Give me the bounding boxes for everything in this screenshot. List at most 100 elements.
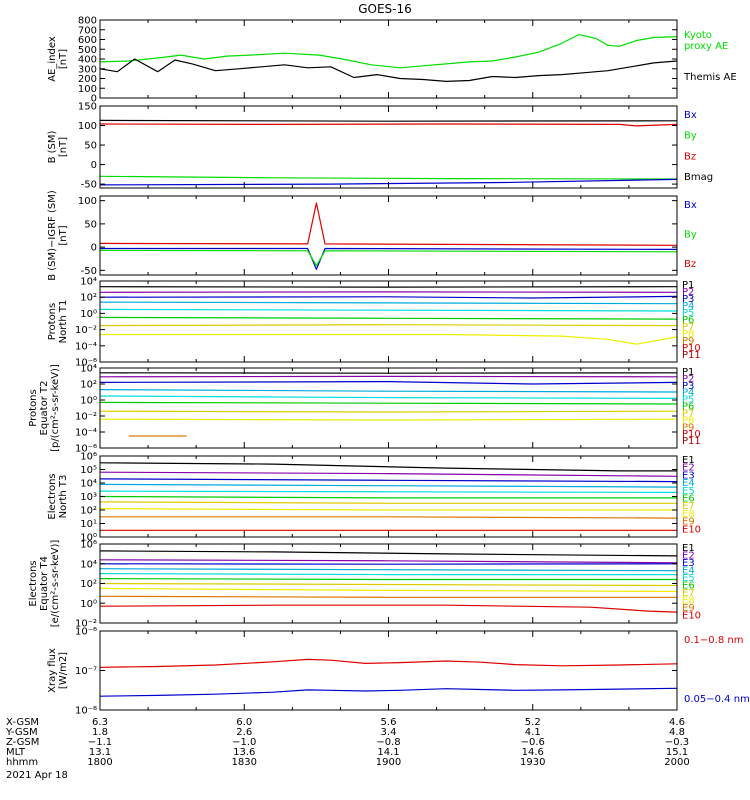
x-axis-value: 2.6 <box>236 727 252 738</box>
legend-label: E3 <box>682 470 695 481</box>
panel-7: 10⁶ 10⁴ 10² 10⁰ 10⁻² Electrons Equator T4 [e/(c… <box>28 540 701 630</box>
panel-frame <box>99 19 678 99</box>
legend-label: P2 <box>682 374 694 385</box>
legend-label: E8 <box>682 509 695 520</box>
trace-6-9 <box>100 516 678 519</box>
x-axis-value: 6.3 <box>92 717 108 728</box>
y-tick-label: -50 <box>81 180 97 191</box>
trace-7-10 <box>99 604 678 613</box>
trace-7-7 <box>99 582 678 587</box>
legend-label: E7 <box>682 588 695 599</box>
y-tick-label: 100 <box>78 196 97 207</box>
x-axis-value: −1.1 <box>88 737 112 748</box>
trace-3-1 <box>100 247 678 270</box>
x-axis-value: 13.6 <box>233 747 255 758</box>
panel-frame <box>99 195 678 276</box>
x-axis-value: 14.6 <box>522 747 544 758</box>
legend-label: E1 <box>682 543 695 554</box>
trace-8-2 <box>99 687 678 697</box>
y-tick-label: 10⁻⁴ <box>75 428 97 439</box>
legend-label: E8 <box>682 596 695 607</box>
y-axis-label: Electrons <box>47 473 58 519</box>
trace-7-4 <box>99 568 678 572</box>
legend-label: E4 <box>682 478 695 489</box>
y-tick-label: 10¹ <box>80 519 97 530</box>
legend-label: P9 <box>682 336 694 347</box>
x-axis-value: 5.6 <box>381 717 397 728</box>
legend-label: E5 <box>682 486 695 497</box>
y-tick-label: 0 <box>91 94 97 105</box>
x-axis-row-label: Y-GSM <box>5 727 38 738</box>
legend-label: P9 <box>682 422 694 433</box>
panel-8: 10⁻⁶ 10⁻⁷ 10⁻⁸ Xray flux [W/m2] 0.1−0.8 nm 0.0… <box>47 627 750 717</box>
trace-4-7 <box>99 324 678 327</box>
chart-title: GOES-16 <box>358 2 412 16</box>
legend-label: Themis AE <box>683 72 737 83</box>
trace-7-6 <box>99 577 677 581</box>
x-axis-value: −0.8 <box>376 737 400 748</box>
x-axis-value: −1.0 <box>232 737 256 748</box>
legend-label: E2 <box>682 463 695 474</box>
legend-label: P10 <box>682 429 701 440</box>
panel-frame <box>99 630 678 711</box>
panel-6: 10⁶ 10⁵ 10⁴ 10³ 10² 10¹ 10⁰ Electrons North T3 E1… <box>47 452 701 544</box>
y-tick-label: -50 <box>81 266 97 277</box>
trace-7-1 <box>99 550 678 557</box>
legend-label: E10 <box>682 611 701 622</box>
legend-label: P7 <box>682 322 694 333</box>
panel-3: -50 0 50 100 B (SM)−IGRF (SM) [nT] Bx By Bz <box>47 190 697 281</box>
legend-label: By <box>684 230 697 241</box>
y-axis-label: B (SM)−IGRF (SM) <box>47 190 58 281</box>
legend-label: P3 <box>682 381 694 392</box>
legend-label: E4 <box>682 566 695 577</box>
date-label: 2021 Apr 18 <box>6 770 68 781</box>
trace-6-8 <box>99 508 677 511</box>
y-tick-label: 10⁰ <box>80 533 97 544</box>
y-tick-label: 500 <box>78 45 97 56</box>
trace-7-5 <box>99 572 677 576</box>
y-tick-label: 200 <box>78 74 97 85</box>
y-tick-label: 100 <box>78 121 97 132</box>
y-tick-label: 10⁻² <box>75 619 97 630</box>
legend-label: E9 <box>682 603 695 614</box>
legend-label: E6 <box>682 581 695 592</box>
panel-2: -50 0 50 100 150 B (SM) [nT] Bx By Bz Bmag <box>47 102 713 191</box>
x-axis-value: 2000 <box>664 757 689 768</box>
legend-label: P6 <box>682 315 694 326</box>
y-tick-label: 10⁻² <box>75 325 97 336</box>
y-axis-label: Protons <box>28 389 39 426</box>
y-tick-label: 10⁶ <box>80 540 97 551</box>
y-axis-label: Electrons <box>28 560 39 606</box>
trace-4-6 <box>99 316 678 320</box>
trace-5-5 <box>99 395 678 399</box>
trace-2-4 <box>99 178 678 186</box>
trace-6-4 <box>99 483 678 488</box>
legend-label: Kyoto <box>684 30 712 41</box>
trace-4-4 <box>99 301 678 305</box>
y-tick-label: 600 <box>78 35 97 46</box>
trace-6-6 <box>99 495 677 499</box>
legend-label: 0.1−0.8 nm <box>684 635 743 646</box>
trace-7-8 <box>99 587 678 593</box>
legend-label: Bz <box>684 259 696 270</box>
x-axis-value: 3.4 <box>381 727 397 738</box>
legend-label: Bx <box>684 110 697 121</box>
panel-4: 10⁴ 10² 10⁰ 10⁻² 10⁻⁴ 10⁻⁶ Protons North T1 P1P2… <box>47 277 701 369</box>
legend-label: E9 <box>682 517 695 528</box>
trace-6-7 <box>99 501 677 504</box>
y-tick-label: 10² <box>80 506 97 517</box>
legend-label: P5 <box>682 395 694 406</box>
legend-label: P7 <box>682 408 694 419</box>
y-tick-label: 10⁰ <box>80 599 97 610</box>
legend-label: P1 <box>682 367 694 378</box>
y-axis-label: [nT] <box>58 225 69 245</box>
trace-6-2 <box>99 471 678 477</box>
legend-label: P11 <box>682 436 701 447</box>
trace-5-3 <box>99 381 678 385</box>
x-axis-value: 4.6 <box>669 717 685 728</box>
trace-5-8 <box>99 418 678 421</box>
y-tick-label: 10⁻⁷ <box>75 666 97 677</box>
y-tick-label: 700 <box>78 25 97 36</box>
y-axis-label: [p/(cm²-s-sr-keV)] <box>50 364 61 452</box>
